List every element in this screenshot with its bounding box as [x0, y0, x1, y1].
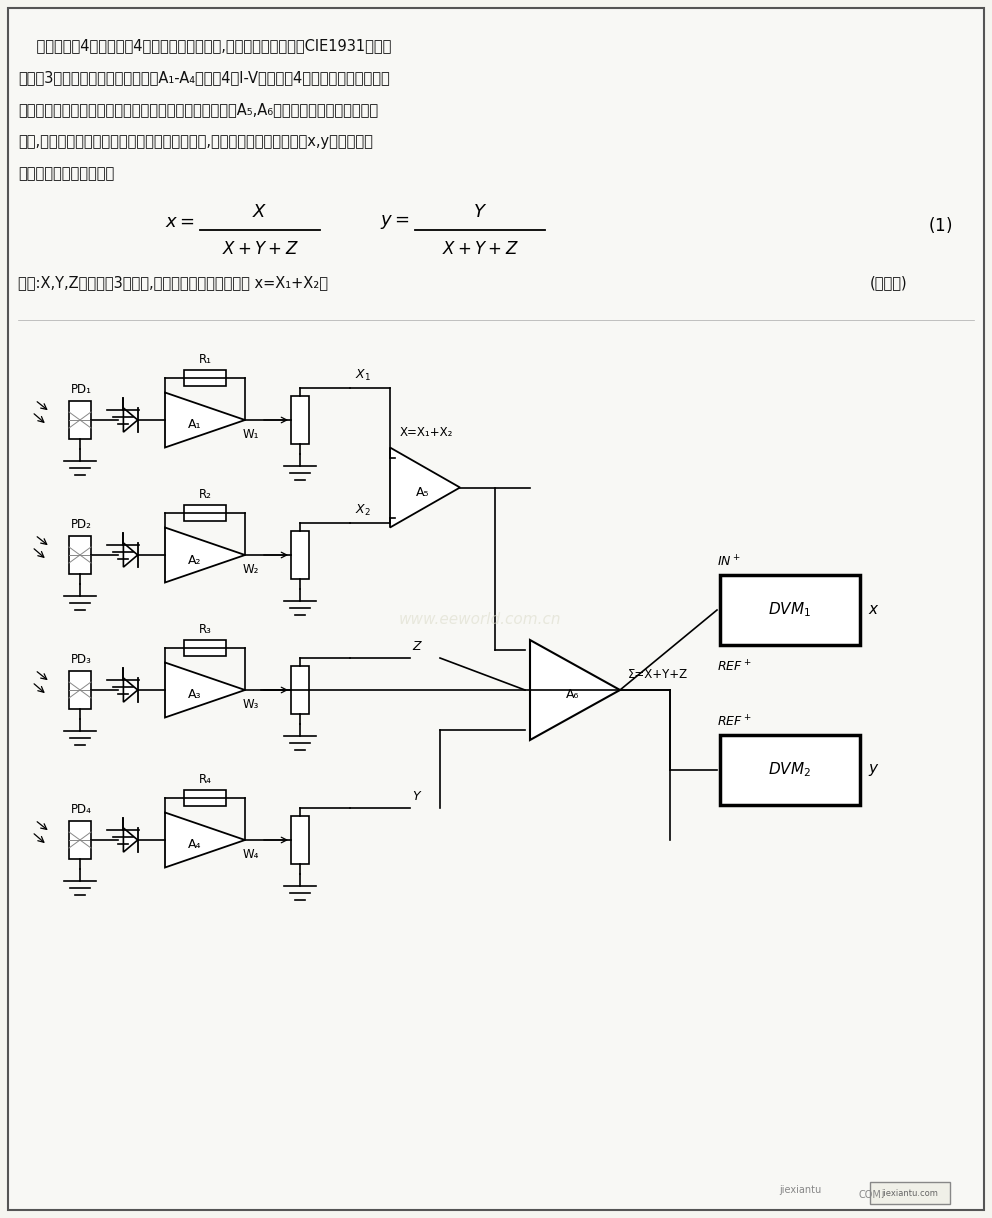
Text: A₅: A₅ — [417, 486, 430, 499]
Text: 测色探头由4套滤光片和4只硅光电二极管组成,其相对光谱灵敏度与CIE1931标准色: 测色探头由4套滤光片和4只硅光电二极管组成,其相对光谱灵敏度与CIE1931标准… — [18, 38, 392, 54]
Text: W₄: W₄ — [243, 848, 259, 861]
Text: PD₁: PD₁ — [71, 382, 92, 396]
Bar — [184, 505, 226, 521]
Text: $DVM_2$: $DVM_2$ — [769, 761, 811, 780]
Text: $X+Y+Z$: $X+Y+Z$ — [441, 240, 519, 258]
Text: W₂: W₂ — [243, 563, 259, 576]
Text: www.eeworld.com.cn: www.eeworld.com.cn — [399, 613, 561, 627]
Text: 运算,两只双积分型数字面板电压表进行除法运算,并将被测色的色度坐标值x,y直接显示出: 运算,两只双积分型数字面板电压表进行除法运算,并将被测色的色度坐标值x,y直接显… — [18, 134, 373, 149]
Text: jiexiantu.com: jiexiantu.com — [882, 1189, 938, 1197]
Polygon shape — [123, 678, 138, 702]
Bar — [291, 666, 309, 714]
Polygon shape — [165, 663, 245, 717]
Bar — [184, 639, 226, 657]
Text: $Y$: $Y$ — [412, 790, 423, 803]
Text: X=X₁+X₂: X=X₁+X₂ — [400, 426, 453, 440]
Polygon shape — [165, 392, 245, 447]
Text: $X+Y+Z$: $X+Y+Z$ — [221, 240, 299, 258]
Bar — [720, 734, 860, 805]
Text: (朱小松): (朱小松) — [870, 275, 908, 290]
Polygon shape — [123, 828, 138, 853]
Polygon shape — [530, 639, 620, 741]
Bar — [291, 531, 309, 579]
Text: $REF^+$: $REF^+$ — [717, 660, 752, 675]
Text: 出的光电流转换成与被测色的颜色刺激值成比例的电压。A₅,A₆组成加法器完成必要的加法: 出的光电流转换成与被测色的颜色刺激值成比例的电压。A₅,A₆组成加法器完成必要的… — [18, 102, 378, 117]
Text: 度光谱3刺激曲线相近。运算放大器A₁-A₄组成的4个I-V变换器和4个定标电位器将探头输: 度光谱3刺激曲线相近。运算放大器A₁-A₄组成的4个I-V变换器和4个定标电位器… — [18, 69, 390, 85]
Text: W₃: W₃ — [243, 698, 259, 711]
Text: COM: COM — [858, 1190, 882, 1200]
Text: $y$: $y$ — [868, 762, 880, 778]
Text: jiexiantu: jiexiantu — [779, 1185, 821, 1195]
Text: R₁: R₁ — [198, 353, 211, 365]
Text: PD₄: PD₄ — [71, 803, 92, 816]
Text: Σ=X+Y+Z: Σ=X+Y+Z — [628, 669, 688, 682]
Bar — [184, 370, 226, 386]
Text: R₂: R₂ — [198, 488, 211, 501]
Polygon shape — [390, 447, 460, 527]
Bar — [870, 1181, 950, 1205]
Bar — [69, 821, 91, 859]
Text: A₄: A₄ — [188, 838, 201, 851]
Text: $y=$: $y=$ — [380, 213, 410, 231]
Text: $Y$: $Y$ — [473, 203, 487, 220]
Bar — [69, 536, 91, 574]
Text: $DVM_1$: $DVM_1$ — [769, 600, 811, 619]
Text: A₆: A₆ — [566, 688, 579, 702]
Text: $x$: $x$ — [868, 603, 880, 618]
Bar — [69, 671, 91, 709]
Text: 式中:X,Y,Z为颜色的3刺激值,在四探测器的测色系统中 x=X₁+X₂。: 式中:X,Y,Z为颜色的3刺激值,在四探测器的测色系统中 x=X₁+X₂。 — [18, 275, 328, 290]
Text: A₃: A₃ — [188, 688, 201, 702]
Text: A₁: A₁ — [188, 419, 201, 431]
Polygon shape — [165, 812, 245, 867]
Text: $(1)$: $(1)$ — [928, 216, 952, 235]
Text: $X$: $X$ — [252, 203, 268, 220]
Text: $IN^+$: $IN^+$ — [717, 554, 741, 570]
Text: $x=$: $x=$ — [166, 213, 195, 231]
Text: A₂: A₂ — [188, 553, 201, 566]
Text: $Z$: $Z$ — [412, 639, 423, 653]
Bar — [291, 816, 309, 864]
Text: PD₃: PD₃ — [71, 653, 92, 666]
Text: R₃: R₃ — [198, 622, 211, 636]
Bar — [184, 790, 226, 806]
Text: $X_2$: $X_2$ — [355, 503, 371, 518]
Text: W₁: W₁ — [242, 428, 259, 441]
Text: PD₂: PD₂ — [71, 518, 92, 531]
Text: 来。色度坐标的值分别为: 来。色度坐标的值分别为 — [18, 166, 114, 181]
Text: R₄: R₄ — [198, 773, 211, 786]
Bar — [291, 396, 309, 445]
Text: $REF^+$: $REF^+$ — [717, 715, 752, 730]
Polygon shape — [123, 543, 138, 568]
Bar — [720, 575, 860, 646]
Text: $X_1$: $X_1$ — [355, 368, 371, 382]
Polygon shape — [165, 527, 245, 582]
Polygon shape — [123, 408, 138, 432]
Bar — [69, 401, 91, 438]
